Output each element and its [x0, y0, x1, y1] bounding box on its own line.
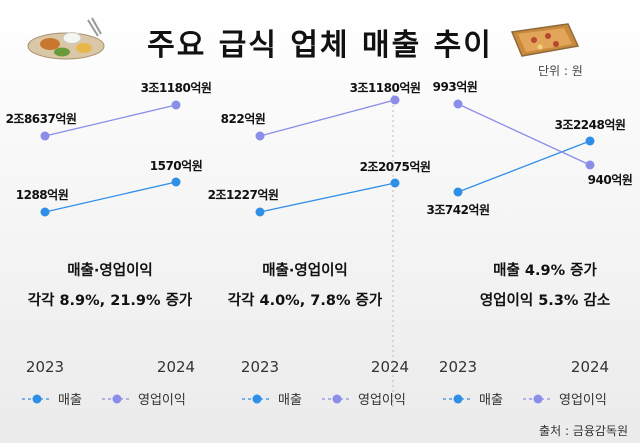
legend-label-operating-profit: 영업이익 [138, 393, 186, 408]
data-label: 2조2075억원 [360, 160, 431, 174]
panel-summary-text: 매출 4.9% 증가 [493, 262, 597, 279]
data-point-operating-profit [40, 131, 50, 141]
data-point-revenue [390, 178, 400, 188]
x-tick-label: 2024 [157, 358, 195, 376]
legend-label-operating-profit: 영업이익 [559, 393, 607, 408]
panel-summary-text: 매출·영업이익 [262, 261, 348, 279]
source-label: 출처 : 금융감독원 [539, 424, 628, 438]
panel-summary-text: 영업이익 5.3% 감소 [480, 291, 610, 309]
page-title: 주요 급식 업체 매출 추이 [147, 28, 493, 63]
data-label: 2조1227억원 [208, 188, 279, 202]
data-label: 993억원 [433, 80, 478, 94]
legend-marker-revenue [32, 394, 42, 404]
legend-label-revenue: 매출 [479, 393, 503, 408]
legend-marker-operating-profit [533, 394, 543, 404]
data-label: 3조1180억원 [141, 81, 212, 95]
series-line-revenue [44, 181, 177, 213]
data-label: 3조742억원 [426, 203, 489, 217]
data-point-revenue [40, 207, 50, 217]
legend-label-revenue: 매출 [58, 393, 82, 408]
legend: 매출 영업이익 [242, 393, 406, 408]
legend: 매출 영업이익 [22, 393, 186, 408]
chart-panel-1: 1288억원 1570억원 2조8637억원 3조1180억원 2023 2024 매출·영… [6, 81, 212, 408]
series-line-revenue [457, 140, 591, 193]
data-point-operating-profit [390, 95, 400, 105]
data-point-operating-profit [255, 131, 265, 141]
data-label: 822억원 [221, 112, 266, 126]
meal-tray-icon [27, 17, 105, 60]
series-line-operating-profit [259, 99, 396, 137]
legend-label-operating-profit: 영업이익 [358, 393, 406, 408]
x-tick-label: 2023 [26, 358, 64, 376]
chart-panel-3: 3조742억원 3조2248억원 993억원 940억원 2023 2024 매출 4.9%… [426, 80, 632, 408]
data-point-operating-profit [171, 100, 181, 110]
panel-summary-text: 각각 8.9%, 21.9% 증가 [28, 291, 193, 309]
data-label: 3조2248억원 [555, 118, 626, 132]
legend-marker-revenue [453, 394, 463, 404]
series-line-revenue [259, 182, 396, 213]
data-label: 1570억원 [150, 159, 202, 173]
x-tick-label: 2024 [371, 358, 409, 376]
baking-tray-icon [510, 23, 580, 57]
x-tick-label: 2023 [241, 358, 279, 376]
series-line-operating-profit [44, 104, 177, 137]
data-point-revenue [453, 187, 463, 197]
data-label: 940억원 [588, 173, 633, 187]
unit-label: 단위 : 원 [538, 64, 583, 78]
legend-marker-operating-profit [332, 394, 342, 404]
chart-panel-2: 2조1227억원 2조2075억원 822억원 3조1180억원 2023 2024 매출·… [208, 81, 431, 408]
legend-label-revenue: 매출 [278, 393, 302, 408]
data-label: 2조8637억원 [6, 112, 77, 126]
legend-marker-operating-profit [112, 394, 122, 404]
series-line-operating-profit [457, 103, 591, 166]
panel-summary-text: 각각 4.0%, 7.8% 증가 [228, 291, 383, 309]
data-point-revenue [171, 177, 181, 187]
data-point-revenue [585, 136, 595, 146]
data-point-operating-profit [453, 99, 463, 109]
legend: 매출 영업이익 [443, 393, 607, 408]
data-label: 3조1180억원 [350, 81, 421, 95]
x-tick-label: 2023 [439, 358, 477, 376]
x-tick-label: 2024 [571, 358, 609, 376]
data-point-revenue [255, 207, 265, 217]
data-label: 1288억원 [16, 188, 68, 202]
panel-summary-text: 매출·영업이익 [67, 261, 153, 279]
data-point-operating-profit [585, 160, 595, 170]
legend-marker-revenue [252, 394, 262, 404]
